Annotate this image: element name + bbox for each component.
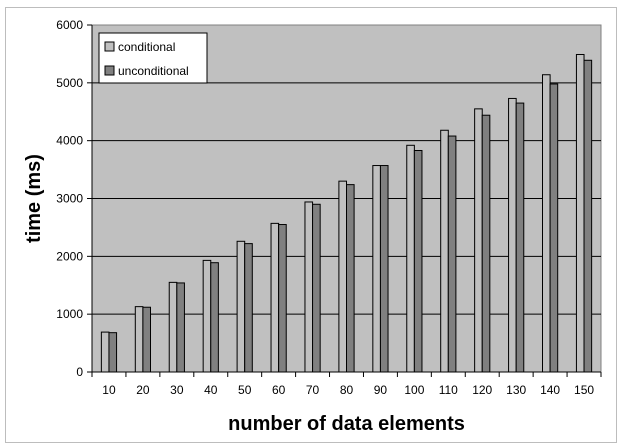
bar-conditional-110 bbox=[440, 129, 449, 373]
bar-conditional-20 bbox=[134, 306, 144, 373]
legend-label-conditional: conditional bbox=[118, 40, 175, 54]
axes bbox=[87, 24, 602, 377]
y-tick-labels: 0 1000 2000 3000 4000 5000 6000 bbox=[56, 18, 83, 379]
legend-swatch-conditional bbox=[104, 41, 115, 52]
bar-conditional-40 bbox=[202, 259, 212, 373]
bar-conditional-100 bbox=[406, 144, 415, 373]
bar-unconditional-120 bbox=[481, 114, 491, 373]
y-tick-label: 1000 bbox=[56, 307, 83, 321]
bar-conditional-10 bbox=[100, 331, 110, 373]
x-tick-label: 120 bbox=[472, 383, 492, 397]
x-tick-label: 70 bbox=[306, 383, 320, 397]
x-tick-label: 10 bbox=[102, 383, 116, 397]
x-tick-label: 150 bbox=[574, 383, 594, 397]
bar-unconditional-110 bbox=[447, 135, 457, 373]
y-tick-label: 2000 bbox=[56, 249, 83, 263]
bar-conditional-60 bbox=[270, 222, 280, 373]
bar-unconditional-70 bbox=[312, 203, 321, 373]
bar-unconditional-50 bbox=[244, 243, 253, 373]
x-tick-label: 110 bbox=[439, 383, 458, 397]
x-tick-label: 40 bbox=[204, 383, 218, 397]
bar-conditional-50 bbox=[236, 240, 246, 373]
bar-conditional-70 bbox=[304, 201, 314, 373]
y-tick-label: 6000 bbox=[56, 18, 83, 32]
bar-conditional-150 bbox=[575, 53, 585, 373]
x-tick-label: 30 bbox=[170, 383, 184, 397]
bar-unconditional-30 bbox=[176, 282, 185, 373]
y-tick-label: 0 bbox=[76, 365, 83, 379]
bar-conditional-90 bbox=[372, 165, 381, 373]
bar-conditional-130 bbox=[508, 97, 517, 373]
bar-unconditional-100 bbox=[413, 149, 423, 373]
x-tick-labels: 10 20 30 40 50 60 70 80 90 100 110 120 130 140 150 bbox=[102, 383, 594, 397]
y-tick-label: 3000 bbox=[56, 192, 83, 206]
legend-box bbox=[98, 32, 208, 84]
y-tick-label: 4000 bbox=[56, 134, 83, 148]
bar-unconditional-80 bbox=[346, 184, 355, 373]
x-tick-label: 100 bbox=[404, 383, 424, 397]
x-tick-label: 90 bbox=[374, 383, 388, 397]
legend-swatch-unconditional bbox=[104, 65, 115, 76]
x-tick-label: 50 bbox=[238, 383, 252, 397]
legend-label-unconditional: unconditional bbox=[118, 64, 189, 78]
bar-conditional-80 bbox=[338, 180, 347, 373]
x-tick-label: 80 bbox=[340, 383, 354, 397]
bar-unconditional-10 bbox=[108, 332, 118, 373]
bar-unconditional-150 bbox=[583, 59, 593, 373]
x-tick-label: 130 bbox=[506, 383, 526, 397]
bar-unconditional-20 bbox=[142, 306, 151, 373]
bar-unconditional-40 bbox=[210, 262, 219, 373]
x-tick-label: 20 bbox=[136, 383, 150, 397]
bars bbox=[100, 53, 593, 373]
bar-conditional-30 bbox=[168, 281, 178, 373]
legend: conditional unconditional bbox=[98, 32, 208, 84]
bar-unconditional-60 bbox=[278, 224, 287, 373]
bar-unconditional-90 bbox=[379, 165, 389, 373]
bar-conditional-140 bbox=[542, 74, 551, 373]
x-axis-title: number of data elements bbox=[228, 413, 465, 435]
bar-unconditional-130 bbox=[515, 102, 525, 373]
x-tick-label: 140 bbox=[540, 383, 560, 397]
x-tick-label: 60 bbox=[272, 383, 286, 397]
y-axis-title: time (ms) bbox=[23, 154, 45, 243]
bar-conditional-120 bbox=[474, 108, 483, 373]
bar-unconditional-140 bbox=[549, 83, 559, 373]
y-tick-label: 5000 bbox=[56, 76, 83, 90]
